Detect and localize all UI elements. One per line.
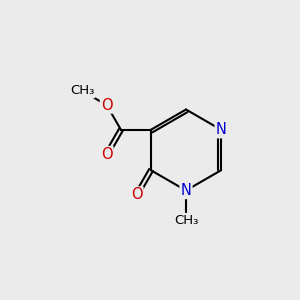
Text: N: N xyxy=(216,122,226,137)
Text: N: N xyxy=(181,183,191,198)
Text: O: O xyxy=(131,188,142,202)
Text: O: O xyxy=(101,98,112,112)
Text: O: O xyxy=(101,147,112,162)
Text: CH₃: CH₃ xyxy=(174,214,198,227)
Text: CH₃: CH₃ xyxy=(70,84,94,97)
